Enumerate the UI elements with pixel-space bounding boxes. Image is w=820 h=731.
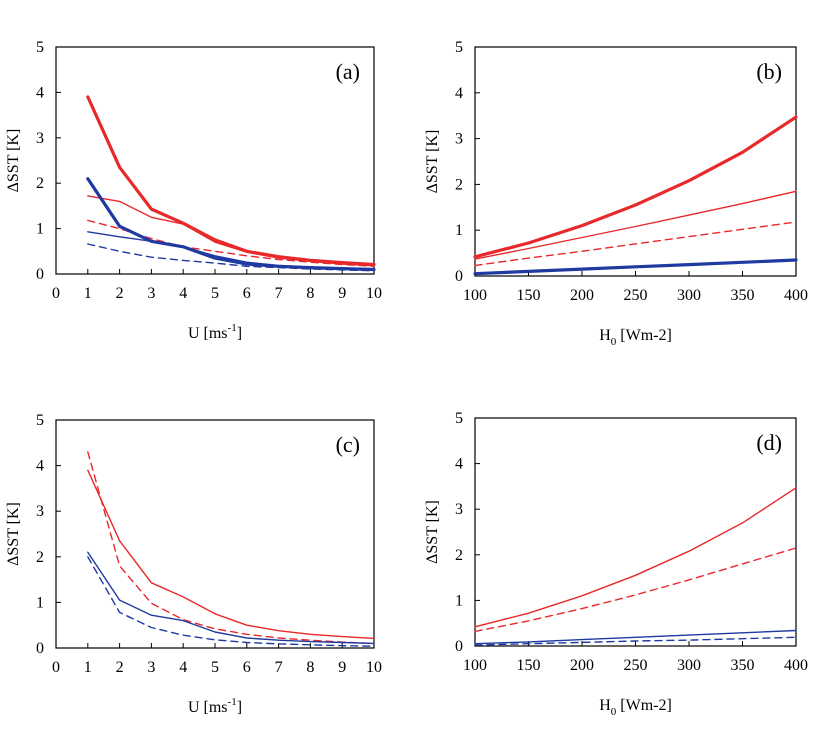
x-tick-label: 350 bbox=[731, 287, 755, 304]
series-line-red-dashed bbox=[474, 221, 797, 267]
x-tick-label: 0 bbox=[52, 659, 60, 676]
y-tick-label: 1 bbox=[455, 222, 463, 239]
y-tick-label: 0 bbox=[36, 640, 44, 657]
series-line-blue-dashed bbox=[87, 556, 375, 647]
y-tick-label: 3 bbox=[455, 501, 463, 518]
series-line-red-thick bbox=[473, 115, 798, 259]
panel-label: (a) bbox=[336, 59, 360, 84]
series-line-red-thick bbox=[86, 95, 376, 267]
x-axis-title: H0 [Wm-2] bbox=[599, 697, 672, 718]
series-line-red-dashed bbox=[87, 451, 375, 645]
y-tick-label: 5 bbox=[455, 410, 463, 427]
y-tick-label: 3 bbox=[36, 130, 44, 147]
series-line-blue-thin bbox=[474, 629, 797, 645]
plot-frame bbox=[474, 417, 797, 647]
x-axis-title: U [ms-1] bbox=[188, 696, 242, 716]
series-line-blue-thin bbox=[87, 551, 375, 645]
series-line-blue-thick bbox=[473, 258, 798, 276]
x-tick-label: 1 bbox=[84, 285, 92, 302]
x-tick-label: 10 bbox=[366, 285, 382, 302]
x-tick-label: 250 bbox=[624, 657, 648, 674]
panel-label: (b) bbox=[756, 59, 782, 84]
x-tick-label: 2 bbox=[116, 285, 124, 302]
panel-label: (c) bbox=[336, 432, 360, 457]
x-tick-label: 8 bbox=[306, 285, 314, 302]
x-tick-label: 4 bbox=[179, 285, 187, 302]
chart-panel-3: 0 1 2 3 4 5 0 1 2 3 4 5 6 7 8 9 10 ΔSST [K] U [ms-1] (c) bbox=[5, 412, 382, 716]
x-tick-label: 4 bbox=[179, 659, 187, 676]
y-tick-label: 0 bbox=[36, 266, 44, 283]
y-tick-label: 5 bbox=[36, 412, 44, 429]
y-tick-label: 2 bbox=[36, 175, 44, 192]
x-tick-label: 100 bbox=[463, 287, 487, 304]
x-tick-label: 150 bbox=[517, 287, 541, 304]
y-tick-label: 4 bbox=[36, 84, 44, 101]
series-line-blue-thin bbox=[87, 231, 375, 271]
y-tick-label: 3 bbox=[36, 503, 44, 520]
x-axis-title: U [ms-1] bbox=[188, 322, 242, 342]
x-tick-label: 150 bbox=[517, 657, 541, 674]
x-tick-label: 7 bbox=[275, 659, 283, 676]
x-tick-label: 9 bbox=[338, 659, 346, 676]
y-tick-label: 5 bbox=[36, 39, 44, 56]
y-tick-label: 0 bbox=[455, 638, 463, 655]
chart-panel-1: 0 1 2 3 4 5 0 1 2 3 4 5 6 7 8 9 10 ΔSST [K] U [ms-1] (a) bbox=[5, 39, 382, 342]
x-tick-label: 300 bbox=[677, 287, 701, 304]
x-tick-label: 0 bbox=[52, 285, 60, 302]
x-tick-label: 9 bbox=[338, 285, 346, 302]
y-tick-label: 2 bbox=[455, 547, 463, 564]
x-tick-label: 200 bbox=[570, 287, 594, 304]
x-tick-label: 3 bbox=[147, 659, 155, 676]
x-tick-label: 7 bbox=[275, 285, 283, 302]
series-line-blue-dashed bbox=[87, 243, 375, 272]
y-axis-title: ΔSST [K] bbox=[5, 129, 22, 193]
chart-panel-4: 0 1 2 3 4 5 100 150 200 250 300 350 400 ΔSST [K] H0 [W… bbox=[424, 410, 808, 718]
y-tick-label: 4 bbox=[455, 85, 463, 102]
y-tick-label: 5 bbox=[455, 39, 463, 56]
x-tick-label: 6 bbox=[243, 659, 251, 676]
x-tick-label: 2 bbox=[116, 659, 124, 676]
panel-label: (d) bbox=[756, 430, 782, 455]
series-line-red-thin bbox=[474, 487, 797, 628]
y-tick-label: 0 bbox=[455, 268, 463, 285]
series-line-red-dashed bbox=[474, 547, 797, 633]
x-tick-label: 10 bbox=[366, 659, 382, 676]
x-tick-label: 8 bbox=[306, 659, 314, 676]
x-tick-label: 100 bbox=[463, 657, 487, 674]
x-tick-label: 350 bbox=[731, 657, 755, 674]
x-tick-label: 6 bbox=[243, 285, 251, 302]
series-line-red-thin bbox=[474, 190, 797, 260]
x-tick-label: 400 bbox=[784, 657, 808, 674]
y-tick-label: 1 bbox=[455, 592, 463, 609]
y-tick-label: 1 bbox=[36, 221, 44, 238]
plot-frame bbox=[474, 46, 797, 277]
x-tick-label: 300 bbox=[677, 657, 701, 674]
series-line-red-thin bbox=[87, 469, 375, 640]
series-line-blue-dashed bbox=[474, 636, 797, 646]
series-line-blue-thick bbox=[86, 177, 376, 272]
y-tick-label: 2 bbox=[455, 176, 463, 193]
x-tick-label: 5 bbox=[211, 659, 219, 676]
x-tick-label: 200 bbox=[570, 657, 594, 674]
y-tick-label: 4 bbox=[36, 458, 44, 475]
x-tick-label: 400 bbox=[784, 287, 808, 304]
x-tick-label: 250 bbox=[624, 287, 648, 304]
y-tick-label: 1 bbox=[36, 594, 44, 611]
y-tick-label: 2 bbox=[36, 549, 44, 566]
y-tick-label: 4 bbox=[455, 456, 463, 473]
y-axis-title: ΔSST [K] bbox=[424, 130, 441, 194]
x-tick-label: 3 bbox=[147, 285, 155, 302]
x-tick-label: 5 bbox=[211, 285, 219, 302]
y-axis-title: ΔSST [K] bbox=[5, 502, 22, 566]
y-axis-title: ΔSST [K] bbox=[424, 500, 441, 564]
x-axis-title: H0 [Wm-2] bbox=[599, 327, 672, 348]
chart-panel-2: 0 1 2 3 4 5 100 150 200 250 300 350 400 ΔSST [K] H0 [W… bbox=[424, 39, 808, 348]
y-tick-label: 3 bbox=[455, 131, 463, 148]
x-tick-label: 1 bbox=[84, 659, 92, 676]
